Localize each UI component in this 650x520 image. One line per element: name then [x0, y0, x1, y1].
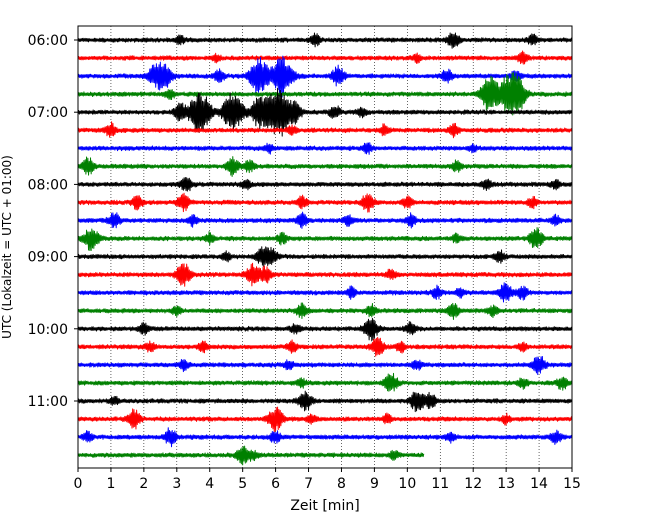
x-tick-label: 0	[74, 476, 83, 492]
x-tick-label: 6	[271, 476, 280, 492]
x-tick-label: 10	[398, 476, 416, 492]
y-axis-label: UTC (Lokalzeit = UTC + 01:00)	[0, 155, 14, 339]
seismogram-trace-0615	[77, 50, 573, 65]
seismogram-trace-0945	[77, 302, 573, 320]
x-tick-label: 15	[563, 476, 581, 492]
seismogram-trace-0630	[77, 55, 573, 98]
seismogram-trace-0730	[77, 142, 573, 155]
x-axis-label: Zeit [min]	[290, 498, 359, 514]
seismogram-trace-1015	[77, 336, 573, 357]
y-tick-label: 09:00	[28, 250, 68, 266]
y-tick-label: 07:00	[28, 105, 68, 121]
seismogram-trace-1145	[77, 445, 425, 466]
seismogram-trace-0830	[77, 211, 573, 229]
seismogram-trace-1030	[77, 355, 573, 375]
y-axis: 06:00 07:00 08:00 09:00 10:00 11:00	[28, 33, 78, 410]
seismogram-trace-0715	[77, 121, 573, 139]
seismogram-trace-0700	[77, 87, 573, 137]
x-tick-label: 14	[530, 476, 548, 492]
x-tick-label: 5	[238, 476, 247, 492]
seismogram-trace-1130	[77, 427, 573, 448]
x-tick-label: 3	[172, 476, 181, 492]
seismogram-trace-0900	[77, 246, 573, 267]
seismogram-trace-1000	[77, 317, 573, 342]
y-tick-label: 10:00	[28, 322, 68, 338]
x-tick-label: 7	[304, 476, 313, 492]
seismogram-trace-0745	[77, 156, 573, 177]
seismogram-trace-0930	[77, 282, 573, 303]
seismogram-trace-1045	[77, 372, 573, 392]
y-tick-label: 06:00	[28, 33, 68, 49]
x-tick-label: 13	[497, 476, 515, 492]
y-tick-label: 11:00	[28, 394, 68, 410]
seismogram-trace-0845	[77, 227, 573, 251]
x-tick-label: 1	[106, 476, 115, 492]
x-tick-label: 12	[464, 476, 482, 492]
x-axis: 0 1 2 3 4 5 6 7 8 9 10 11 12 13 14 15	[74, 468, 581, 492]
x-tick-label: 11	[431, 476, 449, 492]
x-tick-label: 9	[370, 476, 379, 492]
seismogram-trace-0600	[77, 32, 573, 49]
seismogram-trace-0915	[77, 262, 573, 287]
seismogram-trace-1115	[77, 406, 573, 433]
x-tick-label: 8	[337, 476, 346, 492]
y-tick-label: 08:00	[28, 177, 68, 193]
x-tick-label: 2	[139, 476, 148, 492]
traces	[77, 32, 573, 466]
seismogram-trace-0815	[77, 192, 573, 213]
x-tick-label: 4	[205, 476, 214, 492]
seismogram-trace-0800	[77, 176, 573, 192]
plot-frame	[77, 25, 573, 469]
seismogram-trace-1100	[77, 390, 573, 413]
seismogram-trace-0645	[77, 72, 573, 116]
